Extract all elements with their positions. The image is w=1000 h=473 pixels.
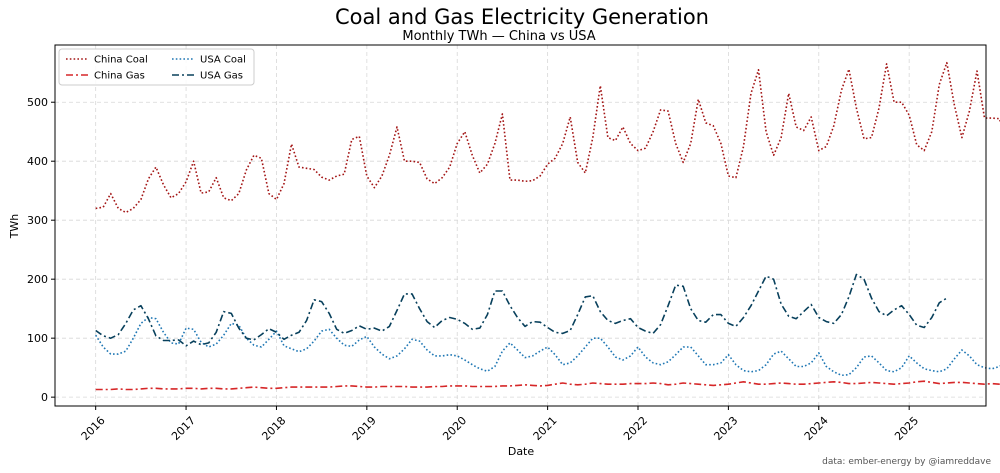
y-tick-label: 300 <box>27 214 48 227</box>
y-tick-label: 100 <box>27 332 48 345</box>
series-lines <box>95 61 1000 391</box>
legend-label-usa-gas: USA Gas <box>200 71 243 82</box>
x-tick-label: 2020 <box>440 414 469 443</box>
x-tick-label: 2016 <box>79 414 108 443</box>
x-tick-label: 2025 <box>892 414 921 443</box>
legend-label-china-gas: China Gas <box>94 71 145 82</box>
y-tick-label: 200 <box>27 273 48 286</box>
x-tick-label: 2017 <box>169 414 198 443</box>
chart-subtitle: Monthly TWh — China vs USA <box>402 29 595 44</box>
x-tick-label: 2022 <box>621 414 650 443</box>
y-tick-label: 500 <box>27 96 48 109</box>
plot-frame <box>54 44 987 407</box>
series-usa-gas-line <box>95 273 948 347</box>
series-china-coal-line <box>95 61 1000 214</box>
y-tick-label: 400 <box>27 155 48 168</box>
y-axis-label: TWh <box>8 214 21 240</box>
legend-label-usa-coal: USA Coal <box>200 55 246 66</box>
legend: China Coal China Gas USA Coal USA Gas <box>58 48 255 86</box>
legend-label-china-coal: China Coal <box>94 55 148 66</box>
x-tick-label: 2023 <box>711 414 740 443</box>
chart-title: Coal and Gas Electricity Generation <box>335 5 709 29</box>
x-axis-label: Date <box>508 445 535 458</box>
y-tick-label: 0 <box>41 391 48 404</box>
x-tick-label: 2018 <box>259 414 288 443</box>
series-usa-coal-line <box>95 316 1000 377</box>
series-china-gas-line <box>95 380 1000 391</box>
x-tick-label: 2021 <box>531 414 560 443</box>
legend-box <box>58 48 255 86</box>
x-tick-label: 2024 <box>802 414 831 443</box>
data-credit: data: ember-energy by @iamreddave <box>822 457 991 467</box>
axis-ticks: 0 100 200 300 400 500 2016 2017 2018 2019 2020 2021… <box>27 96 921 443</box>
x-tick-label: 2019 <box>350 414 379 443</box>
grid <box>55 45 986 406</box>
